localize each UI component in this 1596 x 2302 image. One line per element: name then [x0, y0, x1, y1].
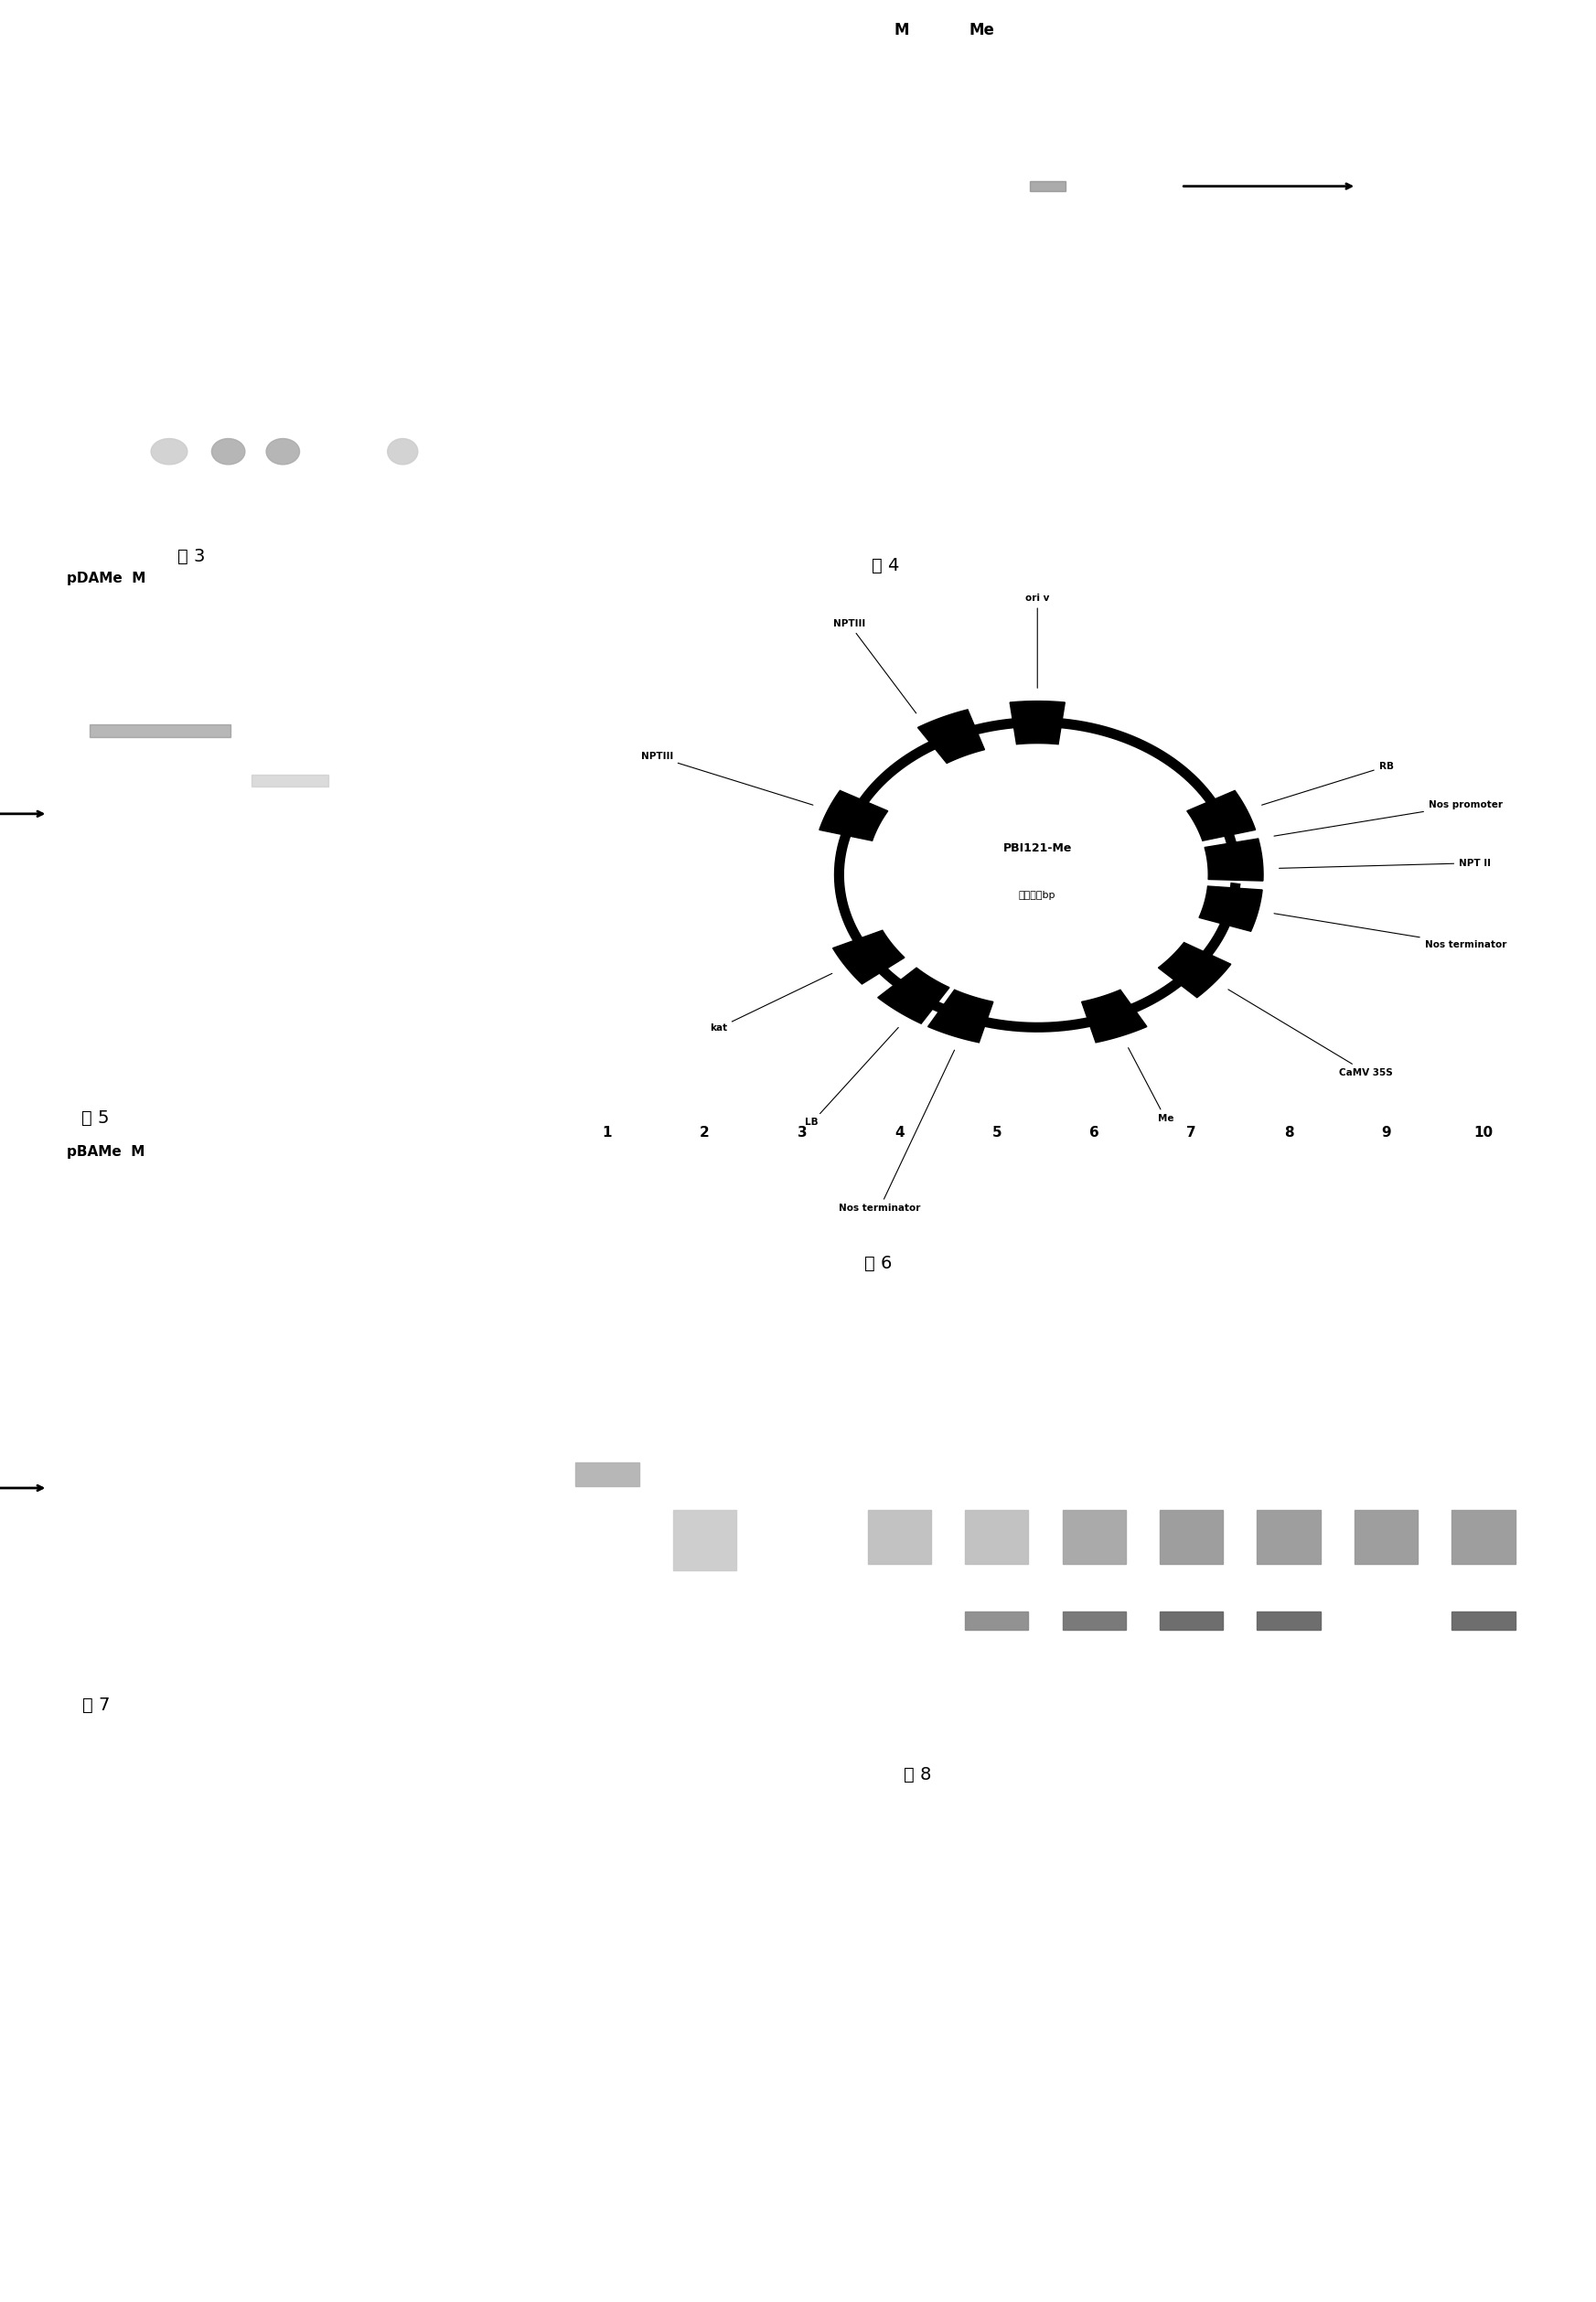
Text: Nos promoter: Nos promoter	[1274, 801, 1503, 836]
Polygon shape	[1159, 942, 1231, 997]
Text: LB: LB	[804, 1027, 899, 1128]
Ellipse shape	[212, 440, 246, 465]
Ellipse shape	[267, 440, 300, 465]
Polygon shape	[918, 709, 985, 764]
Bar	[89, 792, 282, 822]
Bar	[89, 725, 230, 737]
Text: ori v: ori v	[1025, 594, 1050, 688]
Ellipse shape	[388, 440, 418, 465]
Text: PBI121-Me: PBI121-Me	[1002, 843, 1073, 854]
Ellipse shape	[78, 435, 126, 465]
Text: CaMV 35S: CaMV 35S	[1229, 990, 1393, 1077]
Text: 6: 6	[1088, 1126, 1100, 1139]
Polygon shape	[1199, 886, 1262, 932]
Text: kat: kat	[710, 974, 832, 1034]
Text: 9: 9	[1381, 1126, 1392, 1139]
Polygon shape	[1010, 702, 1065, 744]
Text: 3: 3	[796, 1126, 808, 1139]
Ellipse shape	[152, 440, 187, 465]
Text: 图 3: 图 3	[177, 548, 206, 566]
Text: pBAMe  M: pBAMe M	[67, 1144, 145, 1158]
Text: 图 8: 图 8	[903, 1766, 932, 1784]
Bar	[871, 147, 915, 157]
Bar	[576, 1462, 638, 1487]
Bar	[966, 1510, 1028, 1563]
Bar	[1452, 1611, 1515, 1630]
Text: 1: 1	[602, 1126, 613, 1139]
Polygon shape	[819, 790, 887, 840]
Bar	[1160, 1611, 1223, 1630]
Text: Nos terminator: Nos terminator	[838, 1050, 954, 1213]
Bar	[868, 1510, 930, 1563]
Bar	[1258, 1510, 1320, 1563]
Bar	[674, 1402, 736, 1487]
Polygon shape	[1205, 838, 1262, 882]
Text: 图 4: 图 4	[871, 557, 900, 576]
Text: 7: 7	[1186, 1126, 1197, 1139]
Bar	[1355, 1510, 1417, 1563]
Text: 图 7: 图 7	[81, 1697, 110, 1715]
Bar	[230, 1524, 353, 1554]
Bar	[252, 773, 329, 787]
Text: M: M	[894, 21, 910, 39]
Text: 2: 2	[699, 1126, 710, 1139]
Text: NPTIII: NPTIII	[833, 619, 916, 714]
Polygon shape	[927, 990, 993, 1043]
Bar	[1063, 1510, 1125, 1563]
Bar	[1063, 1611, 1125, 1630]
Text: RB: RB	[1262, 762, 1393, 806]
Bar	[1258, 1611, 1320, 1630]
Text: 5: 5	[991, 1126, 1002, 1139]
Polygon shape	[833, 930, 905, 983]
Text: Nos terminator: Nos terminator	[1274, 914, 1507, 948]
Bar	[966, 1611, 1028, 1630]
Text: 8: 8	[1283, 1126, 1294, 1139]
Bar	[77, 1508, 209, 1529]
Text: 图 5: 图 5	[81, 1110, 110, 1128]
Ellipse shape	[472, 437, 512, 465]
Text: 图 6: 图 6	[863, 1255, 892, 1273]
Bar	[1452, 1510, 1515, 1563]
Polygon shape	[1082, 990, 1148, 1043]
Text: 六万八千bp: 六万八千bp	[1018, 891, 1057, 900]
Polygon shape	[1187, 790, 1256, 840]
Text: NPTIII: NPTIII	[640, 753, 812, 806]
Text: Me: Me	[969, 21, 994, 39]
Polygon shape	[878, 967, 950, 1024]
Bar	[1029, 182, 1065, 191]
Text: Me: Me	[1128, 1047, 1173, 1123]
Bar	[674, 1510, 736, 1570]
Text: pDAMe  M: pDAMe M	[67, 571, 145, 585]
Bar	[1160, 1510, 1223, 1563]
Text: 4: 4	[894, 1126, 905, 1139]
Text: 10: 10	[1473, 1126, 1494, 1139]
Text: NPT II: NPT II	[1278, 859, 1491, 868]
